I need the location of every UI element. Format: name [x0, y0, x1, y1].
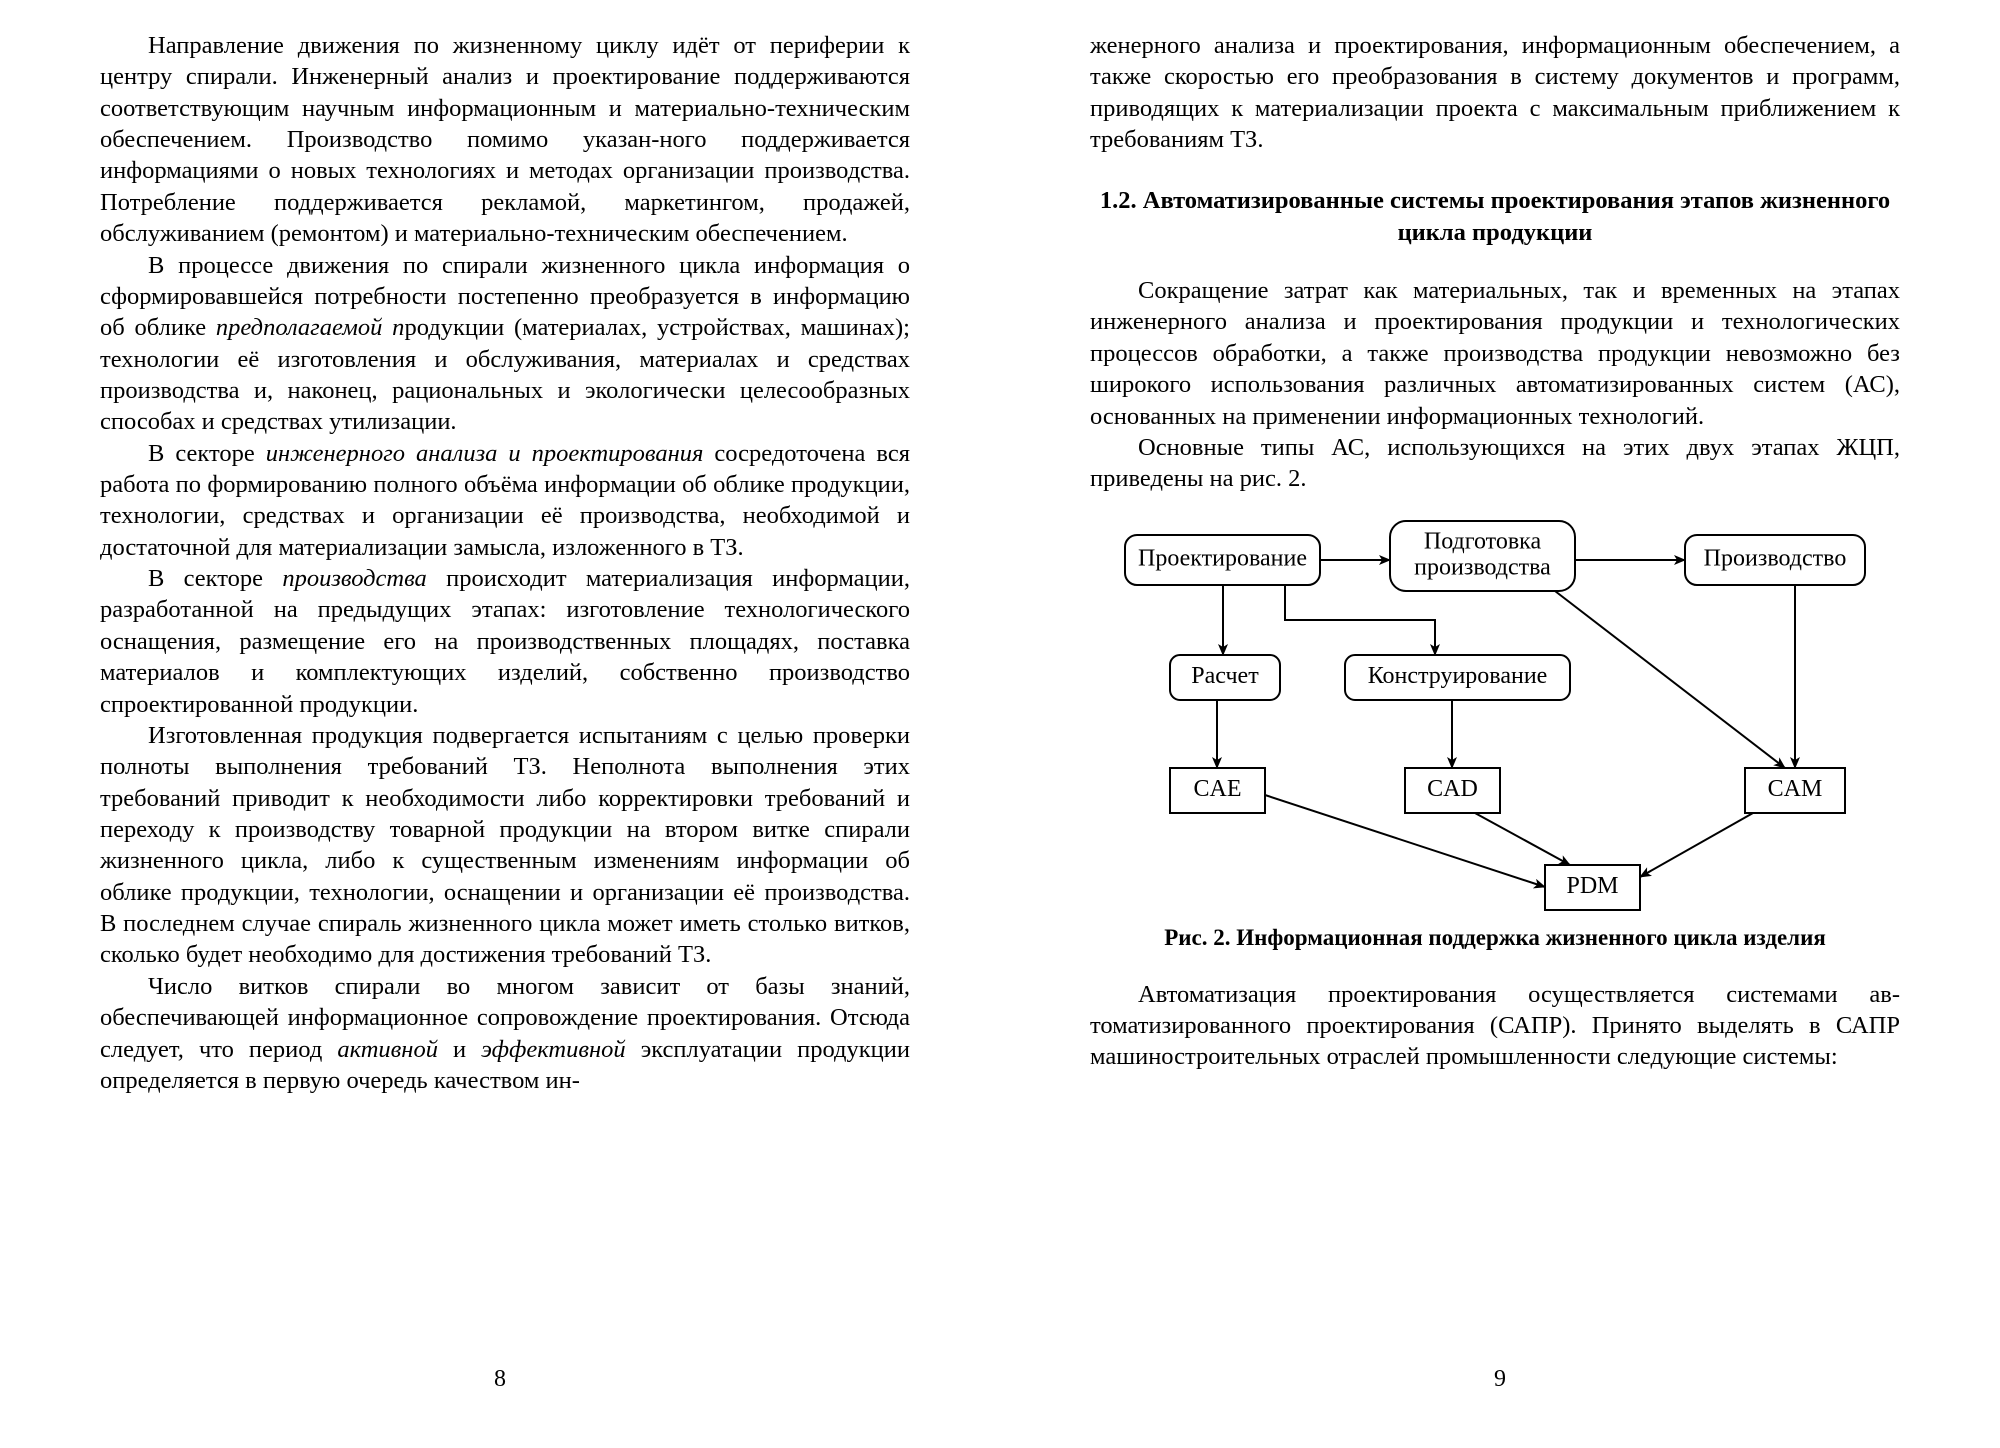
- body-paragraph: Изготовленная продукция подвергается исп…: [100, 720, 910, 971]
- body-paragraph: Направление движения по жизненному циклу…: [100, 30, 910, 250]
- node-label-prep: производства: [1414, 554, 1551, 580]
- left-text-block: Направление движения по жизненному циклу…: [100, 30, 910, 1096]
- continuation-paragraph: женерного анализа и проектирования, инфо…: [1090, 30, 1900, 155]
- node-label-pdm: PDM: [1566, 873, 1618, 899]
- body-paragraph: В процессе движения по спирали жизненног…: [100, 250, 910, 438]
- italic-run: предполагаемой п: [216, 314, 405, 341]
- node-label-cae: CAE: [1194, 776, 1242, 802]
- node-label-prod: Производство: [1704, 545, 1847, 571]
- book-spread: Направление движения по жизненному циклу…: [0, 0, 2000, 1448]
- figure-2: Проектирование Подготовкапроизводства Прои…: [1115, 515, 1875, 915]
- edge-cam-pdm: [1640, 813, 1753, 877]
- flowchart-svg: Проектирование Подготовкапроизводства Прои…: [1115, 515, 1875, 915]
- edge-prep-cam: [1555, 591, 1785, 768]
- node-label-design: Проектирование: [1138, 545, 1307, 571]
- body-paragraph: Число витков спирали во многом зависит о…: [100, 971, 910, 1096]
- node-label-calc: Расчет: [1191, 663, 1259, 689]
- italic-run: инженерного анализа и проектирования: [266, 440, 704, 467]
- body-paragraph: В секторе инженерного анализа и проектир…: [100, 438, 910, 563]
- edge-design-constr_entry: [1285, 585, 1435, 655]
- right-text-block-2: Автоматизация проектирования осуществляе…: [1090, 979, 1900, 1073]
- node-label-cam: CAM: [1768, 776, 1823, 802]
- body-paragraph: В секторе производства происходит матери…: [100, 563, 910, 720]
- page-number-right: 9: [1000, 1366, 2000, 1393]
- italic-run: эффективной: [481, 1036, 626, 1063]
- page-number-left: 8: [0, 1366, 1000, 1393]
- node-label-constr: Конструирование: [1368, 663, 1548, 689]
- page-left: Направление движения по жизненному циклу…: [0, 0, 1000, 1448]
- node-label-cad: CAD: [1427, 776, 1478, 802]
- body-paragraph: Автоматизация проектирования осуществляе…: [1090, 979, 1900, 1073]
- body-paragraph: Основные типы АС, использующихся на этих…: [1090, 432, 1900, 495]
- right-text-block-1: Сокращение затрат как материальных, так …: [1090, 275, 1900, 495]
- section-heading: 1.2. Автоматизированные системы проектир…: [1090, 185, 1900, 249]
- page-right: женерного анализа и проектирования, инфо…: [1000, 0, 2000, 1448]
- figure-caption: Рис. 2. Информационная поддержка жизненн…: [1090, 925, 1900, 951]
- body-paragraph: Сокращение затрат как материальных, так …: [1090, 275, 1900, 432]
- italic-run: активной: [337, 1036, 438, 1063]
- node-label-prep: Подготовка: [1424, 528, 1542, 554]
- italic-run: производства: [282, 565, 426, 592]
- edge-cad-pdm: [1475, 813, 1570, 865]
